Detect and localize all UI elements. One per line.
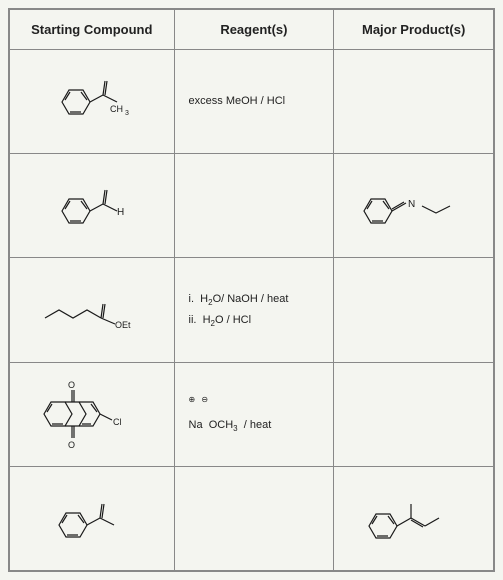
svg-text:H: H <box>117 207 124 218</box>
svg-text:Cl: Cl <box>113 417 122 427</box>
header-product: Major Product(s) <box>334 10 494 50</box>
product-cell <box>334 50 494 154</box>
reagent-cell <box>174 466 334 570</box>
svg-text:3: 3 <box>125 110 129 117</box>
table-row <box>10 466 494 570</box>
table-wrapper: Starting Compound Reagent(s) Major Produ… <box>8 8 495 572</box>
table-row: HN <box>10 154 494 258</box>
svg-text:N: N <box>408 199 415 210</box>
reagent-cell: ⊕ ⊖Na OCH3 / heat <box>174 362 334 466</box>
svg-text:O: O <box>68 440 75 450</box>
header-reagent: Reagent(s) <box>174 10 334 50</box>
starting-cell <box>10 466 175 570</box>
reagent-text: excess MeOH / HCl <box>179 91 330 112</box>
reagent-cell <box>174 154 334 258</box>
svg-text:CH: CH <box>110 104 123 114</box>
svg-text:OEt: OEt <box>115 320 131 330</box>
header-row: Starting Compound Reagent(s) Major Produ… <box>10 10 494 50</box>
header-starting: Starting Compound <box>10 10 175 50</box>
table-row: OEt i. H2O/ NaOH / heatii. H2O / HCl <box>10 258 494 362</box>
table-row: CH3excess MeOH / HCl <box>10 50 494 154</box>
reaction-table: Starting Compound Reagent(s) Major Produ… <box>9 9 494 571</box>
reagent-text: ⊕ ⊖Na OCH3 / heat <box>179 392 330 436</box>
starting-cell: OEt <box>10 258 175 362</box>
product-cell <box>334 466 494 570</box>
svg-text:O: O <box>68 380 75 390</box>
table-body: CH3excess MeOH / HClHNOEti. H2O/ NaOH / … <box>10 50 494 571</box>
starting-cell: H <box>10 154 175 258</box>
product-cell <box>334 258 494 362</box>
reagent-cell: i. H2O/ NaOH / heatii. H2O / HCl <box>174 258 334 362</box>
table-row: O O Cl ⊕ ⊖Na OCH3 / heat <box>10 362 494 466</box>
product-cell <box>334 362 494 466</box>
product-cell: N <box>334 154 494 258</box>
reagent-text: i. H2O/ NaOH / heatii. H2O / HCl <box>179 289 330 332</box>
reagent-cell: excess MeOH / HCl <box>174 50 334 154</box>
starting-cell: CH3 <box>10 50 175 154</box>
starting-cell: O O Cl <box>10 362 175 466</box>
